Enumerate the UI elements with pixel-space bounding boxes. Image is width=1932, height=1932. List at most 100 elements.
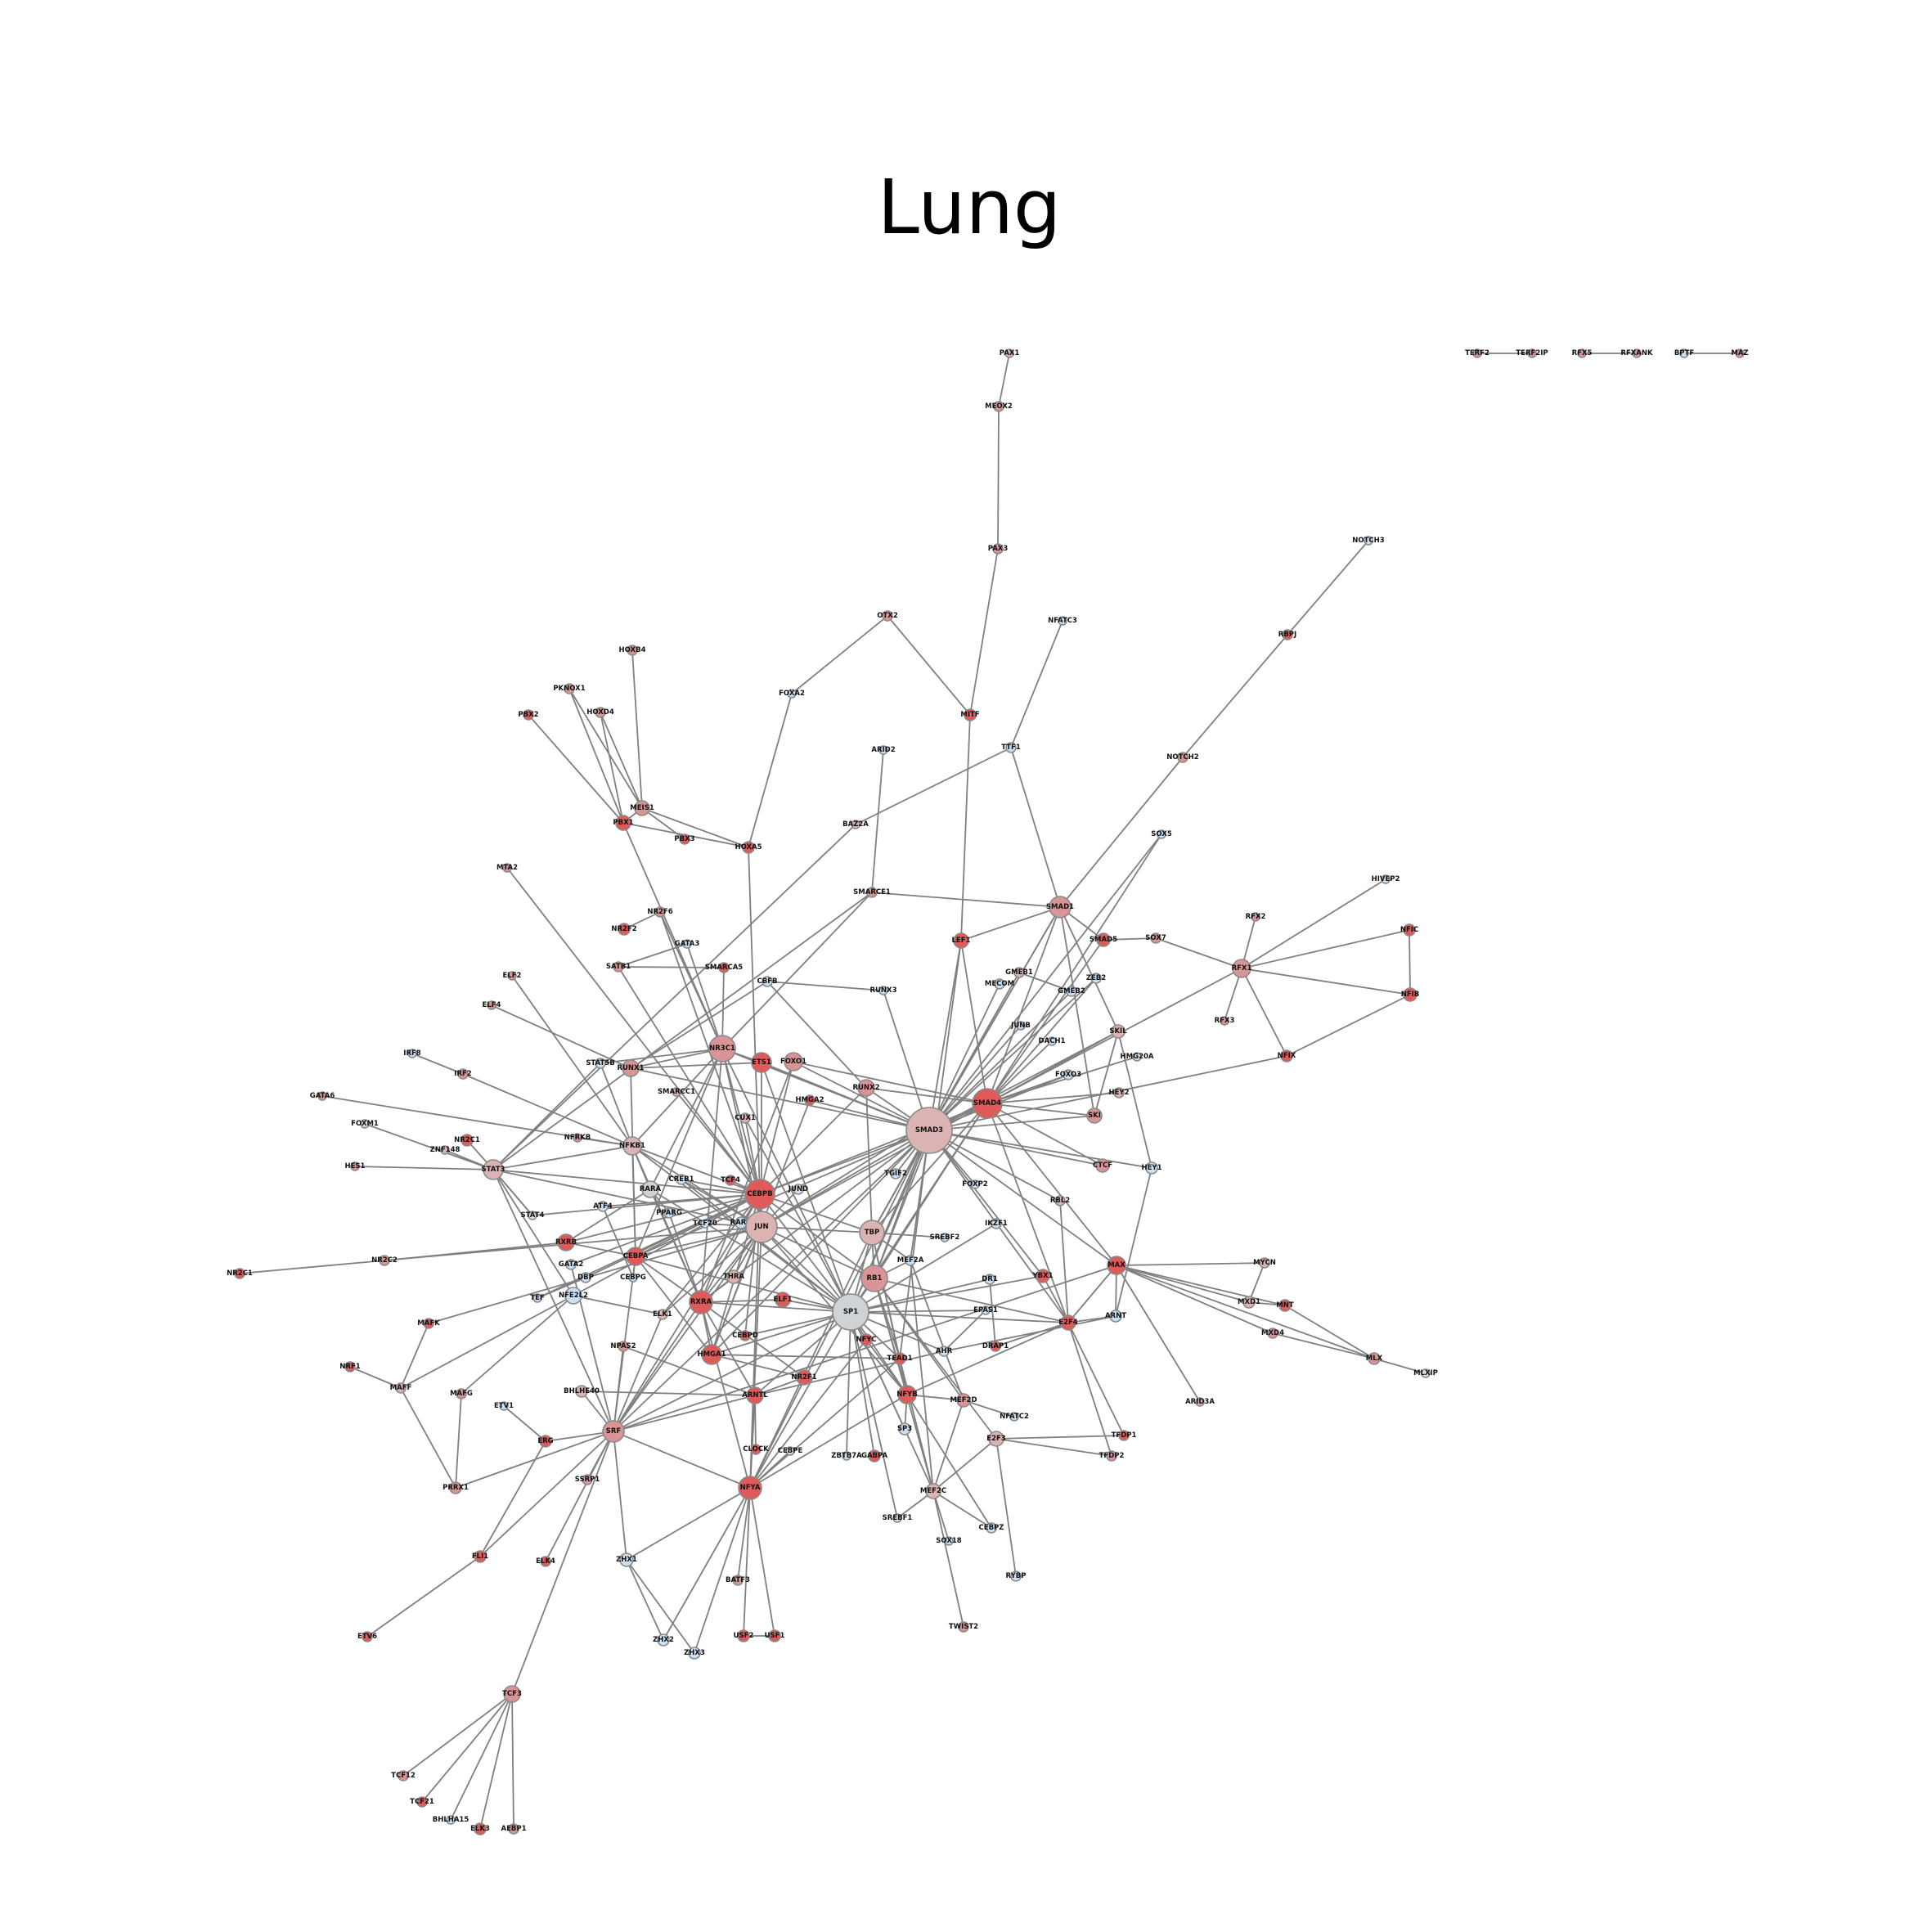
node-circle (1009, 1412, 1019, 1422)
node-label: NR2C2 (371, 1256, 398, 1265)
edge-rxra-srf (613, 1301, 702, 1432)
node-nr2f2: NR2F2 (611, 923, 637, 936)
node-arid3a: ARID3A (1185, 1397, 1215, 1407)
edge-jun-srf (613, 1226, 762, 1432)
node-circle (938, 1346, 950, 1357)
node-circle (508, 1823, 519, 1835)
node-circle (750, 1444, 762, 1455)
edge-tcf3-aebp1 (511, 1693, 514, 1830)
edge-gmeb2-smad3 (928, 991, 1072, 1131)
node-circle (575, 1385, 588, 1398)
node-circle (654, 906, 666, 918)
node-label: ZHX1 (616, 1556, 637, 1564)
node-circle (737, 1629, 750, 1642)
edge-nfya-usf2 (743, 1487, 751, 1637)
node-nfatc2: NFATC2 (1000, 1412, 1029, 1422)
node-label: ELF1 (774, 1296, 793, 1304)
node-label: HOXA5 (735, 843, 762, 851)
edge-sox7-rfx1 (1155, 937, 1242, 969)
edge-smarce1-smad1 (871, 892, 1061, 908)
edge-sp1-epas1 (850, 1310, 986, 1313)
edge-mitf-lef1 (960, 714, 971, 941)
edge-nfib-nfix (1286, 994, 1411, 1057)
edge-hes1-stat3 (354, 1166, 494, 1170)
node-circle (416, 1796, 428, 1808)
edge-dbp-tef (537, 1277, 586, 1299)
edge-arntl-clock (754, 1395, 757, 1450)
node-label: RB1 (867, 1274, 883, 1283)
edge-elk1-nfe2l2 (573, 1295, 663, 1315)
edge-smad3-srf (613, 1130, 930, 1432)
node-hoxb4: HOXB4 (619, 645, 646, 656)
node-gata3: GATA3 (675, 939, 699, 949)
node-mef2a: MEF2A (897, 1255, 924, 1266)
node-circle (701, 1344, 722, 1365)
node-gata2: GATA2 (559, 1259, 583, 1270)
edge-notch2-smad1 (1059, 757, 1184, 908)
edge-ski-smad4 (986, 1103, 1095, 1117)
node-circle (718, 962, 730, 973)
node-label: HEY2 (1109, 1089, 1130, 1097)
edge-lef1-smad4 (960, 940, 988, 1104)
edge-otx2-foxa2 (791, 615, 888, 694)
node-thra: THRA (723, 1269, 744, 1284)
node-label: THRA (723, 1273, 744, 1281)
node-smad5: SMAD5 (1090, 932, 1117, 947)
node-label: ZBTB7A (831, 1452, 862, 1460)
edge-e2f3-tfdp1 (995, 1435, 1125, 1440)
node-e2f3: E2F3 (986, 1431, 1006, 1447)
node-label: TCF21 (410, 1798, 434, 1806)
node-circle (1679, 348, 1689, 358)
node-label: SATB1 (606, 963, 631, 971)
node-label: RARG (730, 1219, 753, 1227)
node-circle (627, 645, 638, 656)
node-circle (689, 1290, 713, 1314)
edge-e2f3-tfdp2 (995, 1438, 1112, 1457)
node-ybx1: YBX1 (1031, 1269, 1054, 1283)
node-foxa2: FOXA2 (779, 689, 805, 699)
edge-foxa2-hoxa5 (748, 693, 793, 848)
node-label: ZHX3 (684, 1649, 705, 1657)
node-circle (1111, 1024, 1126, 1039)
edge-stat5b-nfkb1 (600, 1063, 633, 1147)
node-batf3: BATF3 (726, 1575, 750, 1586)
edge-nfyb-nfyc (865, 1339, 908, 1395)
node-circle (580, 1272, 591, 1283)
node-label: CUX1 (735, 1114, 756, 1122)
node-circle (1368, 1352, 1381, 1365)
node-mnt: MNT (1276, 1299, 1294, 1312)
edge-lef1-ubtf (937, 940, 962, 1118)
edge-runx1-ets1 (630, 1062, 762, 1069)
node-circle (1063, 1069, 1074, 1081)
edge-maff-prrx1 (400, 1387, 456, 1489)
edge-pax1-meox2 (998, 353, 1010, 407)
node-circle (540, 1556, 551, 1567)
node-nr3c1: NR3C1 (708, 1035, 736, 1063)
edge-cebpa-rxra (635, 1256, 702, 1303)
node-label: STAT5B (586, 1059, 614, 1067)
node-circle (564, 1287, 582, 1305)
node-label: NR2F2 (611, 925, 636, 933)
node-rbl2: RBL2 (1050, 1195, 1070, 1206)
node-circle (564, 683, 575, 694)
edge-jun-elk1 (662, 1226, 762, 1315)
node-bhlhe40: BHLHE40 (564, 1385, 600, 1398)
edge-rxra-elf1 (700, 1299, 784, 1303)
node-smarce1: SMARCE1 (853, 887, 891, 898)
node-circle (956, 1393, 971, 1408)
node-circle (878, 745, 888, 755)
node-stat3: STAT3 (482, 1159, 505, 1180)
node-circle (1195, 1397, 1205, 1407)
node-label: FLI1 (472, 1552, 488, 1561)
node-elk1: ELK1 (653, 1309, 672, 1320)
edge-jun-mafk (428, 1226, 762, 1324)
edge-irf8-irf2 (411, 1053, 464, 1075)
node-label: RFXANK (1620, 349, 1653, 357)
node-etv6: ETV6 (357, 1631, 377, 1642)
node-label: ELK4 (536, 1557, 555, 1566)
node-circle (234, 1268, 245, 1279)
node-label: ETV1 (494, 1402, 514, 1410)
node-notch3: NOTCH3 (1352, 536, 1385, 546)
edge-rb1-e2f3 (874, 1278, 997, 1440)
node-label: MLX (1366, 1355, 1383, 1363)
